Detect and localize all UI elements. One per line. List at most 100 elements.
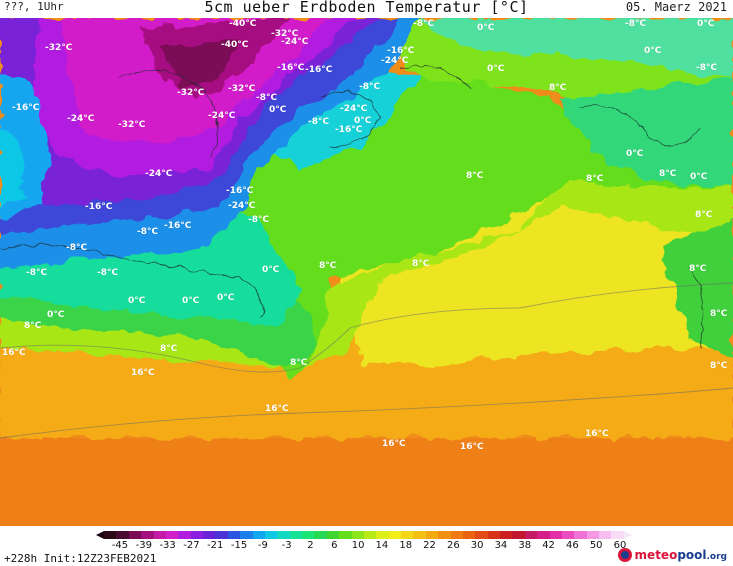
map-temp-label: -24°C [281, 37, 309, 47]
warmest-zone [0, 438, 733, 526]
map-temp-label: 16°C [131, 368, 155, 378]
map-temp-label: 16°C [460, 442, 484, 452]
colorbar-segment [450, 531, 463, 539]
colorbar-segment [178, 531, 191, 539]
colorbar-tick-label: 22 [423, 540, 436, 551]
map-temp-label: -16°C [12, 103, 40, 113]
map-temp-label: 16°C [585, 429, 609, 439]
colorbar-segment [116, 531, 129, 539]
map-temp-label: -8°C [248, 215, 270, 225]
colorbar-tick-label: 42 [542, 540, 555, 551]
map-temp-label: -32°C [271, 29, 299, 39]
colorbar-segment [586, 531, 599, 539]
map-temp-label: -24°C [381, 56, 409, 66]
map-temp-label: -40°C [221, 40, 249, 50]
valid-date: 05. Maerz 2021 [625, 0, 727, 14]
colorbar-tick-label: -45 [111, 540, 129, 551]
colorbar-segment [351, 531, 364, 539]
colorbar-tick-label: 38 [518, 540, 532, 551]
colorbar-tick-label: 34 [494, 540, 508, 551]
map-temp-label: 0°C [626, 149, 644, 159]
temperature-map[interactable]: -40°C -40°C -32°C -24°C -8°C -32°C -16°C… [0, 18, 733, 526]
logo-text: meteopool.org [634, 548, 727, 562]
map-temp-label: 16°C [382, 439, 406, 449]
colorbar-segment [264, 531, 278, 539]
colorbar-segment [128, 531, 142, 539]
map-temp-label: 0°C [182, 296, 200, 306]
map-temp-label: 8°C [695, 210, 713, 220]
map-temp-label: -8°C [137, 227, 159, 237]
colorbar-segment [153, 531, 166, 539]
colorbar-tick-label: -33 [159, 540, 176, 551]
map-temp-label: -24°C [228, 201, 256, 211]
colorbar-tick-label: 50 [589, 540, 603, 551]
map-temp-label: 0°C [47, 310, 65, 320]
map-temp-label: 8°C [319, 261, 337, 271]
map-temp-label: -16°C [335, 125, 363, 135]
header-bar: ???, 1Uhr 5cm ueber Erdboden Temperatur … [0, 0, 733, 18]
map-temp-label: 0°C [262, 265, 280, 275]
map-temp-label: -24°C [340, 104, 368, 114]
colorbar-segment [240, 531, 253, 539]
colorbar-segment [574, 531, 587, 539]
map-temp-label: -8°C [625, 19, 647, 29]
colorbar-tick-label: -21 [207, 540, 224, 551]
map-temp-label: 8°C [659, 169, 677, 179]
colorbar-segment [277, 531, 290, 539]
map-temp-label: 8°C [290, 358, 308, 368]
colorbar-segment [289, 531, 302, 539]
map-temp-label: -24°C [67, 114, 95, 124]
map-temp-label: 0°C [217, 293, 235, 303]
map-temp-label: 8°C [160, 344, 178, 354]
map-temp-label: -24°C [208, 111, 236, 121]
colorbar-tick-label: 46 [566, 540, 579, 551]
temperature-colorbar [104, 531, 624, 539]
map-temp-label: 0°C [697, 19, 715, 29]
map-temp-label: 0°C [487, 64, 505, 74]
colorbar-tick-label: -3 [281, 540, 292, 551]
colorbar-max-arrow [624, 531, 632, 539]
colorbar-min-arrow [96, 531, 104, 539]
colorbar-segment [611, 531, 624, 539]
map-temp-label: -16°C [226, 186, 254, 196]
colorbar-tick-label: 6 [331, 540, 338, 551]
map-temp-label: -8°C [256, 93, 278, 103]
colorbar-tick-label: -27 [183, 540, 200, 551]
map-temp-label: -32°C [177, 88, 205, 98]
colorbar-segment [190, 531, 203, 539]
colorbar-ticks: -45 -39 -33 -27 -21 -15 -9 -3 2 6 10 14 18 22 26 30 34 38… [112, 540, 632, 552]
map-temp-label: -16°C [387, 46, 415, 56]
colorbar-segment [388, 531, 401, 539]
map-temp-label: -32°C [118, 120, 146, 130]
colorbar-segment [363, 531, 377, 539]
map-temp-label: -16°C [305, 65, 333, 75]
map-temp-label: 0°C [644, 46, 662, 56]
colorbar-segment [487, 531, 500, 539]
colorbar-tick-label: 2 [307, 540, 314, 551]
map-temp-label: 8°C [466, 171, 484, 181]
map-temp-label: -40°C [229, 19, 257, 29]
colorbar-segment [438, 531, 451, 539]
meteopool-logo[interactable]: meteopool.org [617, 547, 727, 563]
map-temp-label: 8°C [689, 264, 707, 274]
map-temp-label: 0°C [128, 296, 146, 306]
colorbar-tick-label: 18 [399, 540, 413, 551]
map-temp-label: 8°C [710, 361, 728, 371]
map-temp-label: -8°C [413, 19, 435, 29]
colorbar-segment [512, 531, 525, 539]
map-temp-label: 16°C [2, 348, 26, 358]
map-temp-label: -24°C [145, 169, 173, 179]
map-temp-label: -8°C [696, 63, 718, 73]
colorbar-segment [500, 531, 513, 539]
map-temp-label: 8°C [549, 83, 567, 93]
colorbar-segment [561, 531, 575, 539]
colorbar-tick-label: 26 [446, 540, 460, 551]
colorbar-segment [141, 531, 154, 539]
colorbar-segment [314, 531, 327, 539]
colorbar-segment [549, 531, 562, 539]
map-temp-label: 0°C [269, 105, 287, 115]
map-temp-label: 8°C [710, 309, 728, 319]
map-temp-label: 8°C [412, 259, 430, 269]
colorbar-tick-label: 60 [613, 540, 627, 551]
map-title: 5cm ueber Erdboden Temperatur [°C] [204, 0, 529, 16]
